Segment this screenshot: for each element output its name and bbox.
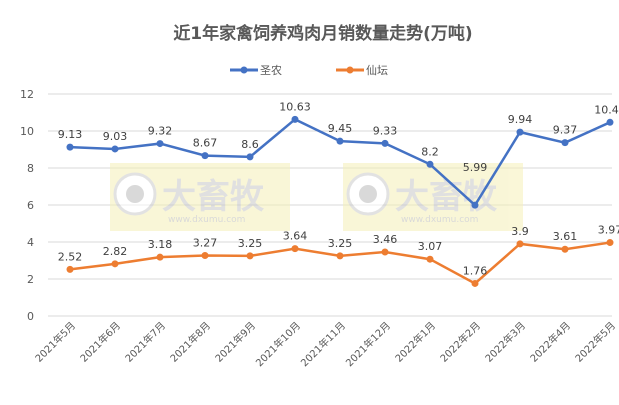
watermark-brand: 大畜牧 [162,177,265,217]
data-point [291,245,299,253]
data-label: 9.13 [58,128,83,141]
data-point [291,115,299,123]
watermark-url: www.dxumu.com [168,215,245,225]
x-axis-labels: 2021年5月 2021年6月 2021年7月 2021年8月 2021年9月2021年… [32,319,618,369]
data-label: 9.45 [328,122,353,135]
data-point [336,137,344,145]
data-label: 2.82 [103,245,128,258]
data-label: 2.52 [58,250,83,263]
data-point [471,279,479,287]
data-label: 3.27 [193,237,218,250]
data-label: 1.76 [463,264,488,277]
y-tick-label: 2 [27,273,34,286]
series-仙坛: 2.52 2.82 3.18 3.27 3.25 3.64 3.25 3.46 3.07 1.76… [58,224,619,287]
data-point [606,118,614,126]
legend-marker [240,66,248,74]
data-label: 9.37 [553,124,578,137]
data-label: 3.25 [238,237,263,250]
y-tick-label: 6 [27,199,34,212]
data-label: 8.67 [193,137,218,150]
data-label: 10.63 [279,100,311,113]
data-label: 8.2 [421,145,439,158]
data-point [426,255,434,263]
data-label: 3.9 [511,225,529,238]
y-tick-label: 8 [27,162,34,175]
x-tick-label: 2021年7月 [122,319,168,365]
data-label: 3.07 [418,240,443,253]
data-label: 3.46 [373,233,398,246]
series-group: 9.13 9.03 9.32 8.67 8.6 10.63 9.45 9.33 8.2 5.99 9… [58,100,619,287]
data-point [201,152,209,160]
legend-label: 仙坛 [366,64,388,77]
data-point [336,252,344,260]
y-tick-label: 4 [27,236,34,249]
x-tick-label: 2021年11月 [298,319,348,369]
data-label: 3.18 [148,238,173,251]
legend-label: 圣农 [260,63,282,77]
series-圣农: 9.13 9.03 9.32 8.67 8.6 10.63 9.45 9.33 8.2 5.99 9… [58,100,619,209]
data-label: 3.97 [598,224,619,237]
data-point [111,260,119,268]
data-label: 3.61 [553,230,578,243]
legend-marker [346,66,354,74]
chart-title: 近1年家禽饲养鸡肉月销数量走势(万吨) [173,23,472,44]
x-tick-label: 2021年5月 [32,319,78,365]
data-label: 9.33 [373,124,398,137]
data-point [201,252,209,260]
data-point [66,143,74,151]
data-point [471,201,479,209]
x-tick-label: 2021年6月 [77,319,123,365]
data-label: 3.25 [328,237,353,250]
y-tick-label: 0 [27,310,34,323]
data-point [381,139,389,147]
data-label: 10.47 [594,103,619,116]
x-tick-label: 2022年3月 [482,319,528,365]
data-point [516,128,524,136]
x-tick-label: 2022年5月 [572,319,618,365]
watermark-brand: 大畜牧 [395,177,498,217]
data-point [246,153,254,161]
data-point [516,240,524,248]
x-tick-label: 2022年1月 [392,319,438,365]
data-point [246,252,254,260]
y-tick-label: 10 [20,125,34,138]
data-label: 9.32 [148,125,173,138]
data-label: 3.64 [283,230,308,243]
y-tick-label: 12 [20,88,34,101]
legend: 圣农 仙坛 [230,63,388,77]
x-tick-label: 2021年9月 [212,319,258,365]
x-tick-label: 2022年2月 [437,319,483,365]
data-point [156,140,164,148]
data-point [606,239,614,247]
x-tick-label: 2022年4月 [527,319,573,365]
x-tick-label: 2021年12月 [343,319,393,369]
data-point [111,145,119,153]
data-label: 8.6 [241,138,259,151]
x-tick-label: 2021年8月 [167,319,213,365]
data-point [426,160,434,168]
data-label: 9.03 [103,130,128,143]
x-tick-label: 2021年10月 [253,319,303,369]
data-label: 9.94 [508,113,533,126]
data-label: 5.99 [463,161,488,174]
data-point [561,139,569,147]
data-point [156,253,164,261]
data-point [381,248,389,256]
data-point [66,265,74,273]
watermark-url: www.dxumu.com [401,215,478,225]
data-point [561,245,569,253]
